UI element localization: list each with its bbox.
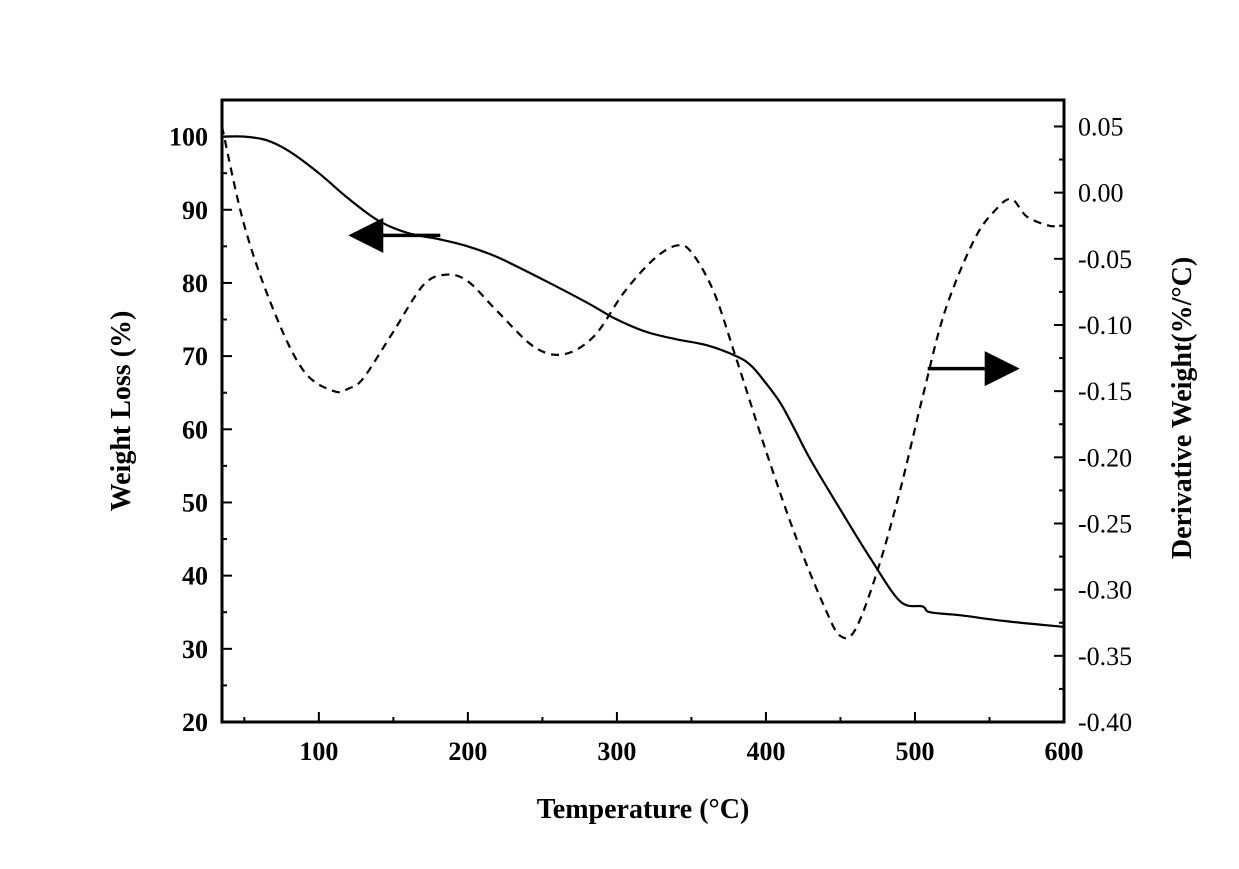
y-left-tick-label: 60 <box>182 415 208 444</box>
y-right-tick-label: -0.25 <box>1078 509 1132 538</box>
series-layer <box>220 126 1065 640</box>
y-right-tick-label: 0.00 <box>1078 179 1124 208</box>
y-right-tick-label: -0.15 <box>1078 377 1132 406</box>
x-tick-label: 400 <box>746 737 785 766</box>
y-right-tick-label: 0.05 <box>1078 112 1124 141</box>
y-axis-title-right: Derivative Weight(%/°C) <box>1167 257 1198 559</box>
y-left-tick-label: 100 <box>169 123 208 152</box>
y-left-tick-label: 40 <box>182 562 208 591</box>
y-right-tick-label: -0.05 <box>1078 245 1132 274</box>
annotation-layer <box>348 217 1020 387</box>
y-right-tick-label: -0.20 <box>1078 443 1132 472</box>
x-tick-label: 200 <box>448 737 487 766</box>
y-right-tick-label: -0.35 <box>1078 642 1132 671</box>
x-axis-title: Temperature (°C) <box>537 794 750 825</box>
derivative-weight-line <box>220 126 1065 640</box>
y-left-tick-label: 20 <box>182 708 208 737</box>
x-tick-label: 600 <box>1045 737 1084 766</box>
y-left-tick-label: 50 <box>182 488 208 517</box>
y-right-tick-label: -0.30 <box>1078 576 1132 605</box>
y-axis-title-left: Weight Loss (%) <box>106 311 137 512</box>
y-right-tick-label: -0.40 <box>1078 708 1132 737</box>
y-right-tick-label: -0.10 <box>1078 311 1132 340</box>
weight-loss-line <box>221 135 1065 628</box>
left-axis-ticks: 20 30 40 50 60 70 80 90 100 <box>169 123 232 737</box>
plot-frame <box>220 98 1066 724</box>
y-left-tick-label: 90 <box>182 196 208 225</box>
right-axis-ticks: -0.40 -0.35 -0.30 -0.25 -0.20 -0.15 -0.10 -0.05… <box>1054 112 1132 737</box>
y-left-tick-label: 70 <box>182 342 208 371</box>
y-left-tick-label: 30 <box>182 635 208 664</box>
x-tick-label: 500 <box>895 737 934 766</box>
x-tick-label: 300 <box>597 737 636 766</box>
x-tick-label: 100 <box>299 737 338 766</box>
bottom-axis-ticks: 100 200 300 400 500 600 <box>243 712 1084 766</box>
y-left-tick-label: 80 <box>182 269 208 298</box>
